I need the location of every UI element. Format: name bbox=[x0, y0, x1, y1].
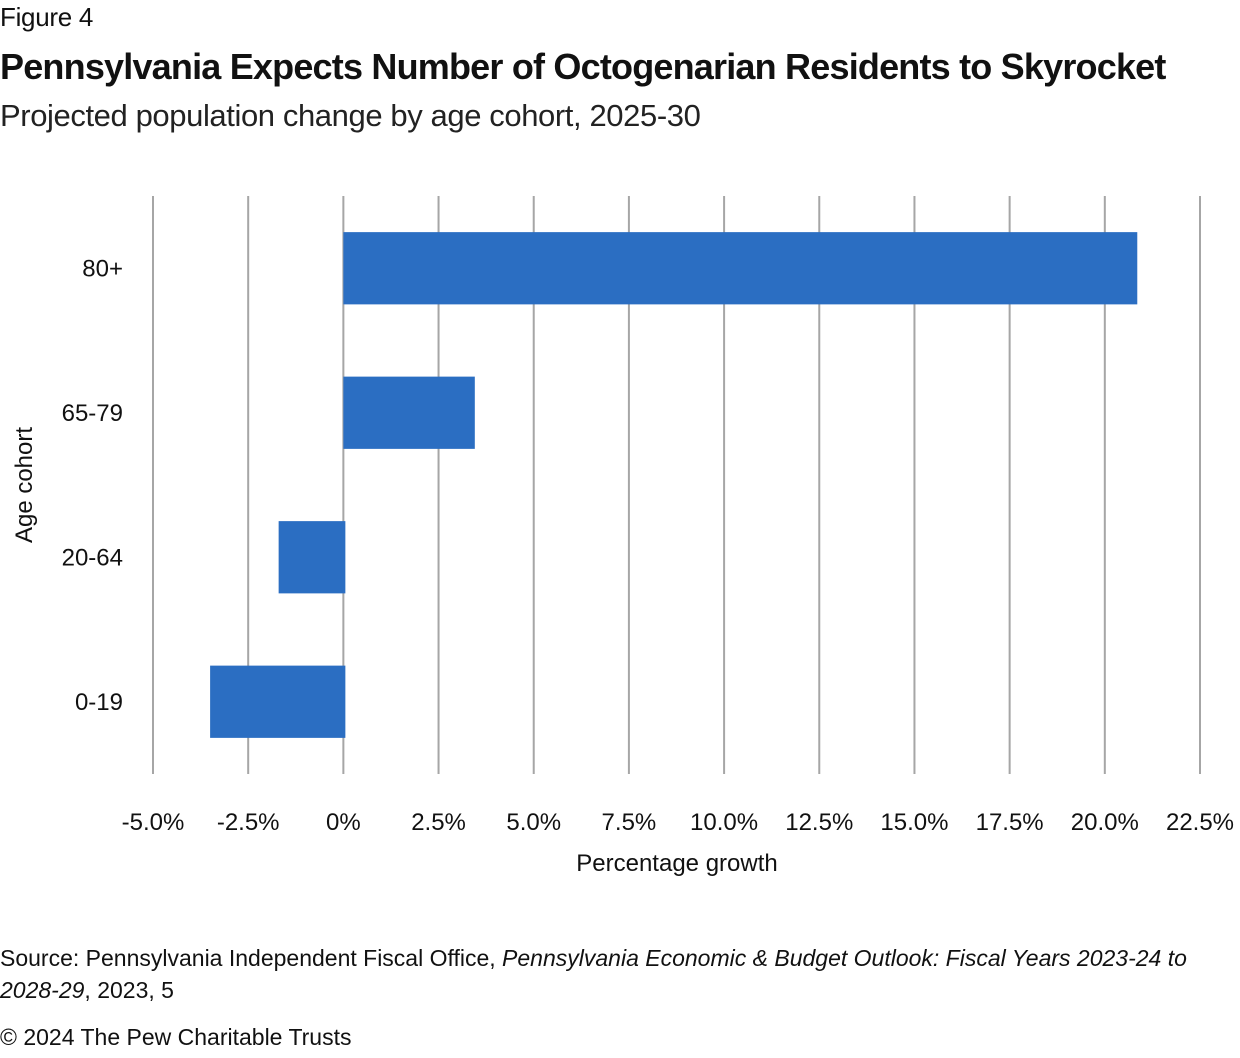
x-tick-labels: -5.0% -2.5% 0% 2.5% 5.0% 7.5% 10.0% 12.5% 15.0% 1… bbox=[122, 809, 1234, 836]
bar-20-64 bbox=[278, 521, 346, 594]
source-publication-title: Pennsylvania Economic & Budget Outlook: … bbox=[0, 945, 1187, 1003]
y-tick-labels: 80+ 65-79 20-64 0-19 bbox=[62, 255, 123, 716]
source-note: Source: Pennsylvania Independent Fiscal … bbox=[0, 942, 1236, 1006]
bar-0-19 bbox=[210, 665, 346, 738]
bar-80plus bbox=[343, 232, 1138, 305]
x-tick-label: 10.0% bbox=[690, 809, 758, 836]
y-axis-title: Age cohort bbox=[11, 427, 38, 543]
bar-65-79 bbox=[343, 376, 475, 449]
x-tick-label: 15.0% bbox=[880, 809, 948, 836]
y-tick-label: 80+ bbox=[82, 255, 123, 282]
x-tick-label: 5.0% bbox=[506, 809, 561, 836]
x-tick-label: 7.5% bbox=[602, 809, 657, 836]
x-tick-label: 0% bbox=[326, 809, 361, 836]
x-tick-label: -2.5% bbox=[217, 809, 280, 836]
x-tick-label: 2.5% bbox=[411, 809, 466, 836]
copyright: © 2024 The Pew Charitable Trusts bbox=[0, 1024, 352, 1050]
y-tick-label: 65-79 bbox=[62, 400, 123, 427]
chart-subtitle: Projected population change by age cohor… bbox=[0, 98, 701, 133]
x-tick-label: 17.5% bbox=[976, 809, 1044, 836]
x-tick-label: 20.0% bbox=[1071, 809, 1139, 836]
source-suffix: , 2023, 5 bbox=[84, 977, 174, 1003]
x-tick-label: 22.5% bbox=[1166, 809, 1234, 836]
y-tick-label: 0-19 bbox=[75, 689, 123, 716]
figure-label: Figure 4 bbox=[0, 2, 93, 32]
chart-title: Pennsylvania Expects Number of Octogenar… bbox=[0, 46, 1166, 87]
x-axis-title: Percentage growth bbox=[576, 850, 777, 877]
y-tick-label: 20-64 bbox=[62, 544, 123, 571]
bar-chart: 80+ 65-79 20-64 0-19 -5.0% -2.5% 0% 2.5% 5.0% 7.… bbox=[11, 196, 1234, 877]
x-tick-label: 12.5% bbox=[785, 809, 853, 836]
source-prefix: Source: Pennsylvania Independent Fiscal … bbox=[0, 945, 503, 971]
bars bbox=[210, 232, 1138, 738]
x-tick-label: -5.0% bbox=[122, 809, 185, 836]
